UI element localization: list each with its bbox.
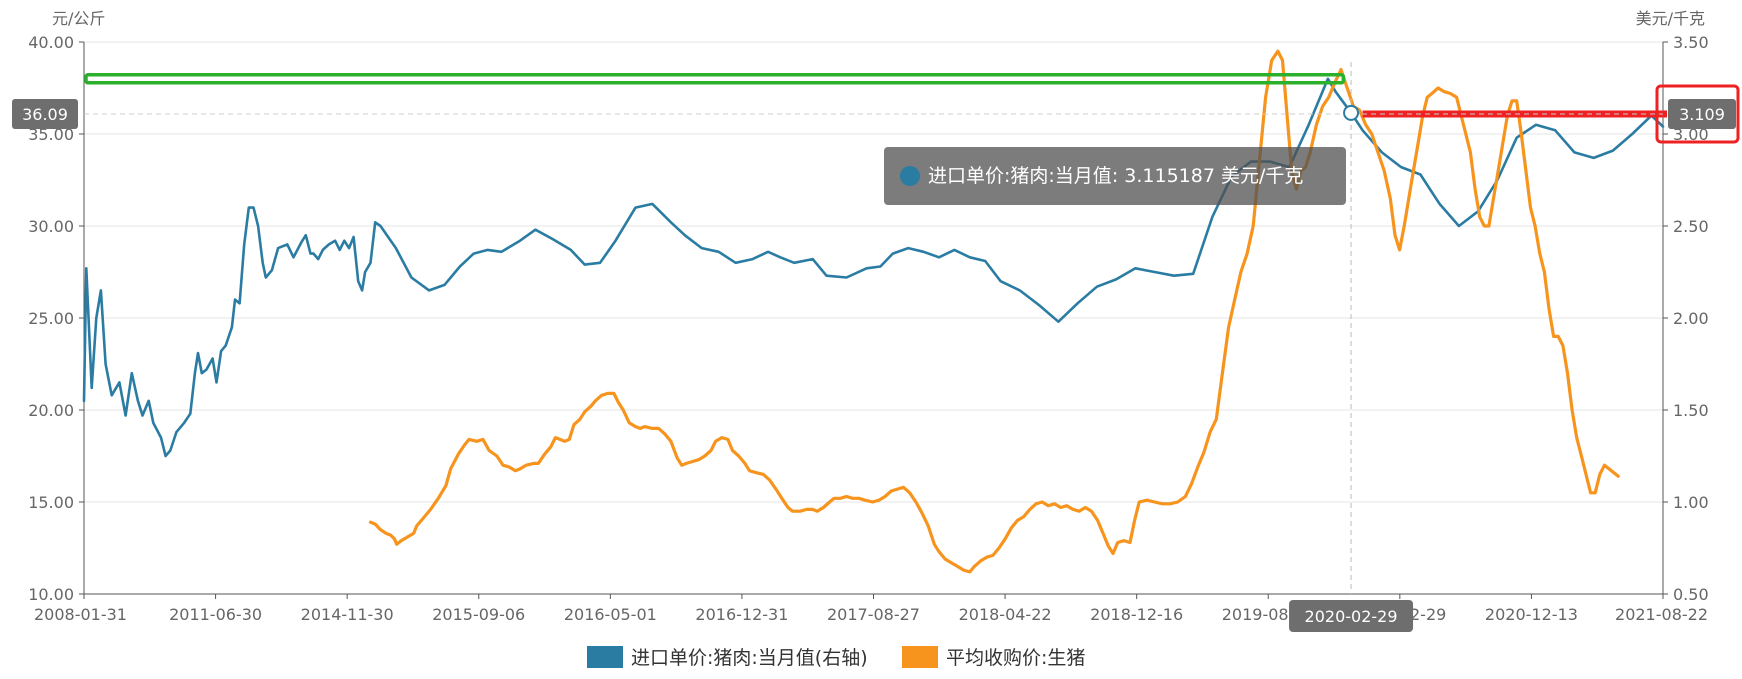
- legend-label-0: 进口单价:猪肉:当月值(右轴): [631, 647, 868, 669]
- right-tick-label: 0.50: [1673, 585, 1709, 604]
- right-tick-label: 3.00: [1673, 125, 1709, 144]
- right-tick-label: 3.50: [1673, 33, 1709, 52]
- right-axis-pointer-label: 3.109: [1679, 105, 1725, 124]
- red-annotation-box: [1655, 84, 1740, 144]
- tooltip-unit: 美元/千克: [1221, 165, 1303, 187]
- tooltip-value: 3.115187: [1124, 165, 1215, 187]
- legend: 进口单价:猪肉:当月值(右轴) 平均收购价:生猪: [587, 646, 1085, 669]
- left-axis-pointer-label: 36.09: [22, 105, 68, 124]
- left-tick-label: 40.00: [28, 33, 74, 52]
- x-tick-label: 2016-05-01: [564, 605, 657, 624]
- right-axis-pointer-bg: [1668, 98, 1736, 129]
- x-tick-label: 2018-12-16: [1090, 605, 1183, 624]
- left-tick-label: 30.00: [28, 217, 74, 236]
- x-tick-label: 2016-12-31: [695, 605, 788, 624]
- x-tick-label: 2014-11-30: [301, 605, 394, 624]
- left-tick-label: 25.00: [28, 309, 74, 328]
- x-tick-label: 2011-06-30: [169, 605, 262, 624]
- annotations: [84, 73, 1740, 144]
- x-axis-pointer-label: 2020-02-29: [1305, 607, 1398, 626]
- x-tick-label: 2020-12-13: [1485, 605, 1578, 624]
- overlay: 36.09 3.109 2020-02-29 进口单价:猪肉:当月值: 3.11518…: [12, 62, 1736, 632]
- legend-swatch-1[interactable]: [902, 646, 938, 668]
- hover-point: [1343, 104, 1360, 121]
- green-annotation-line: [84, 73, 1346, 85]
- x-tick-label: 2018-04-22: [959, 605, 1052, 624]
- right-tick-label: 1.00: [1673, 493, 1709, 512]
- axes: 10.00 15.00 20.00 25.00 30.00 35.00 40.00 0.50 1…: [28, 9, 1708, 624]
- right-axis-unit: 美元/千克: [1636, 9, 1705, 28]
- series-line-1: [368, 49, 1620, 574]
- left-axis-unit: 元/公斤: [52, 9, 105, 28]
- left-tick-label: 10.00: [28, 585, 74, 604]
- x-tick-label: 2017-08-27: [827, 605, 920, 624]
- tooltip-separator: :: [1112, 165, 1124, 187]
- series-line-0: [82, 77, 1665, 458]
- x-tick-label: 2021-08-22: [1615, 605, 1708, 624]
- right-tick-label: 2.00: [1673, 309, 1709, 328]
- legend-label-1: 平均收购价:生猪: [946, 647, 1085, 669]
- x-tick-label: 2015-09-06: [432, 605, 525, 624]
- tooltip-box: [884, 147, 1346, 205]
- legend-swatch-0[interactable]: [587, 646, 623, 668]
- right-tick-label: 2.50: [1673, 217, 1709, 236]
- tooltip-text: 进口单价:猪肉:当月值: 3.115187 美元/千克: [928, 165, 1303, 187]
- left-tick-label: 35.00: [28, 125, 74, 144]
- tooltip-series-name: 进口单价:猪肉:当月值: [928, 165, 1112, 187]
- series: [82, 49, 1665, 574]
- left-tick-label: 15.00: [28, 493, 74, 512]
- right-tick-label: 1.50: [1673, 401, 1709, 420]
- x-axis-pointer-bg: [1289, 600, 1414, 632]
- left-tick-label: 20.00: [28, 401, 74, 420]
- x-tick-label: 2008-01-31: [34, 605, 127, 624]
- tooltip-marker: [900, 166, 920, 186]
- left-axis-pointer-bg: [12, 98, 78, 129]
- grid: [84, 41, 1663, 595]
